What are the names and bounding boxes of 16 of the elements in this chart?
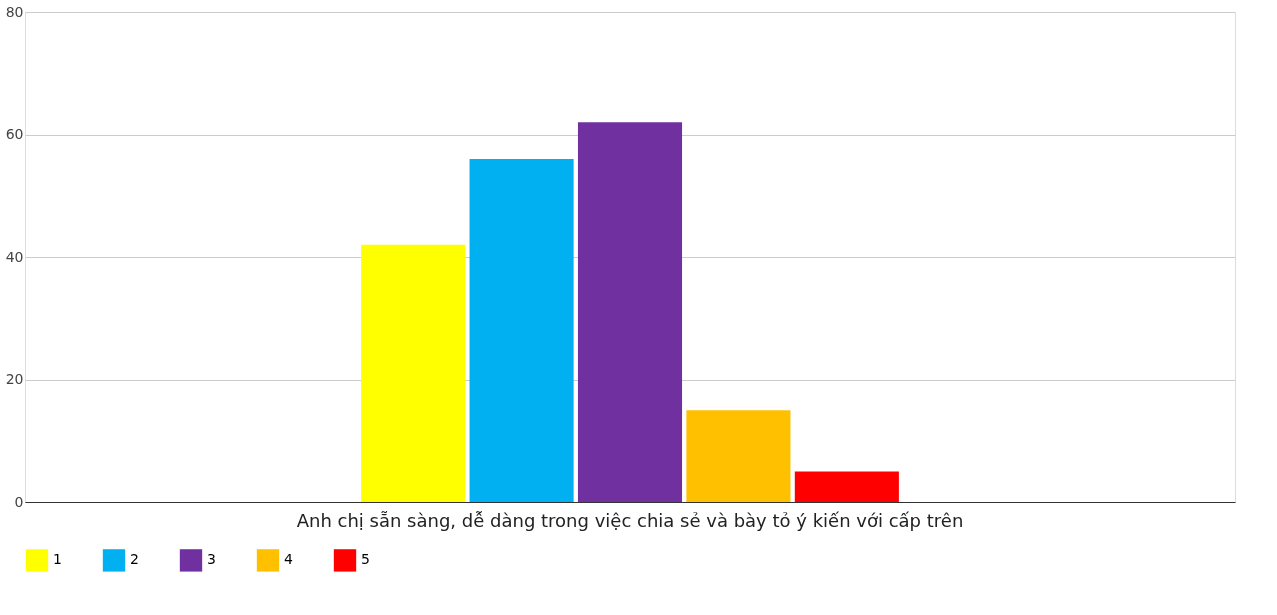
y-tick-label: 0 xyxy=(14,493,24,510)
bar xyxy=(686,410,791,502)
legend-label: 1 xyxy=(53,551,62,568)
legend-label: 4 xyxy=(284,551,293,568)
bar xyxy=(361,244,466,502)
legend-label: 5 xyxy=(361,551,370,568)
y-tick-label: 20 xyxy=(5,371,24,387)
y-tick-label: 40 xyxy=(5,248,24,265)
y-tick-label: 60 xyxy=(5,126,24,142)
x-tick-label: Anh chị sẵn sàng, dễ dàng trong việc chia sẻ và bày tỏ ý kiến với cấp trên xyxy=(296,509,964,531)
bar xyxy=(794,471,899,502)
y-tick-label: 80 xyxy=(5,3,24,20)
legend-label: 2 xyxy=(130,551,139,568)
bar xyxy=(469,159,574,502)
legend-label: 3 xyxy=(207,551,216,568)
bar xyxy=(577,122,683,502)
